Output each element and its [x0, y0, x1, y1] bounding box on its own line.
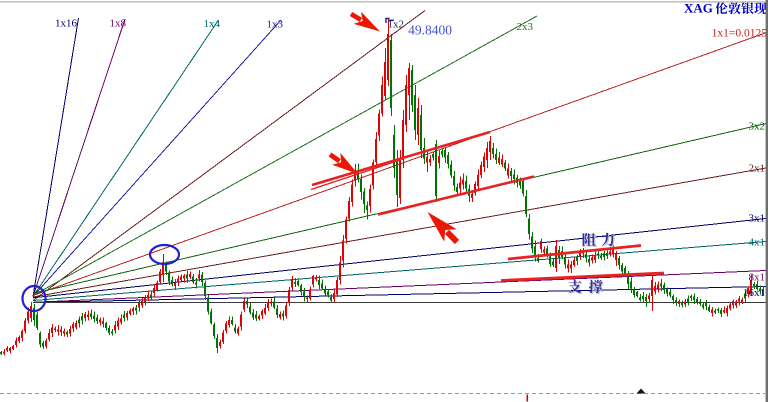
svg-text:3x1: 3x1: [749, 213, 766, 225]
svg-text:1x2: 1x2: [388, 19, 405, 31]
svg-text:49.8400: 49.8400: [408, 23, 452, 38]
svg-text:2x1: 2x1: [749, 163, 766, 175]
svg-text:2x3: 2x3: [517, 21, 534, 33]
svg-text:8x1: 8x1: [749, 272, 766, 284]
svg-text:3x2: 3x2: [749, 121, 766, 133]
svg-text:1x4: 1x4: [204, 18, 221, 30]
svg-text:1x8: 1x8: [110, 18, 127, 30]
svg-text:4x1: 4x1: [749, 237, 766, 249]
svg-text:1x3: 1x3: [267, 19, 284, 31]
svg-text:1x1=0.0125: 1x1=0.0125: [712, 28, 768, 40]
svg-text:1x16: 1x16: [55, 18, 78, 30]
svg-text:XAG: XAG: [684, 1, 713, 16]
svg-text:16x1: 16x1: [743, 287, 765, 299]
